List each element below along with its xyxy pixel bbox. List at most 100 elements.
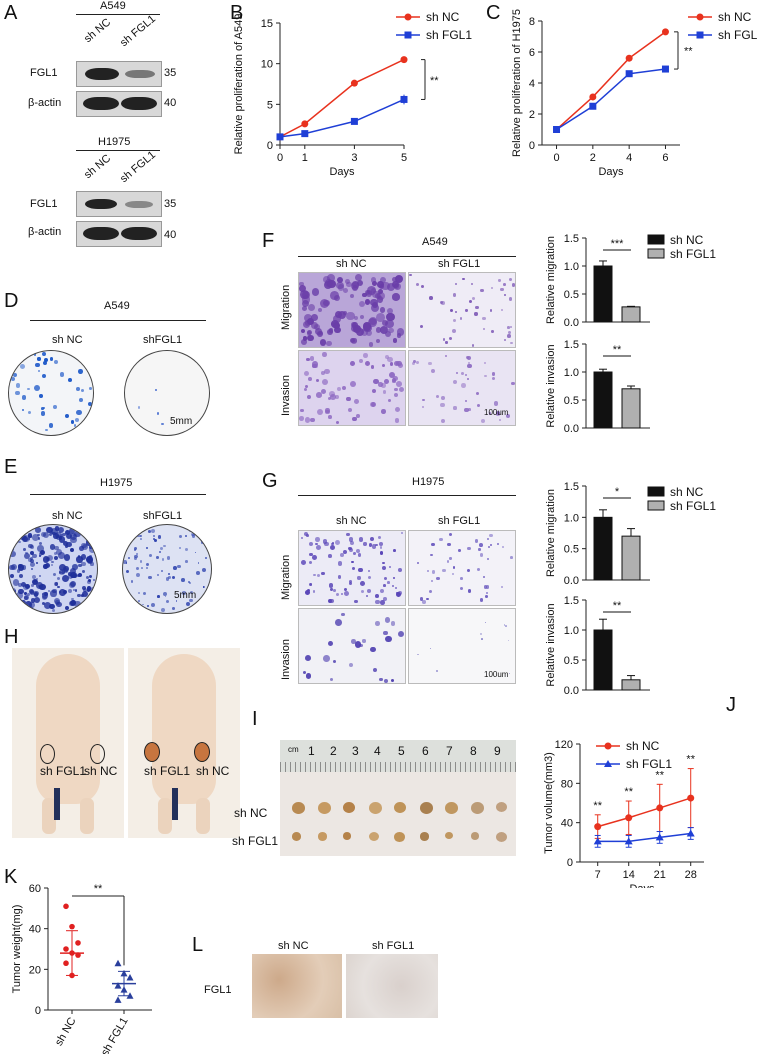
cell-spot: [511, 381, 515, 386]
cell-spot: [496, 542, 499, 545]
cell-spot: [498, 279, 501, 282]
cell-spot: [323, 655, 330, 662]
cell-spot: [343, 311, 348, 316]
cell-spot: [23, 535, 31, 542]
cell-spot: [395, 418, 400, 423]
cell-spot: [370, 298, 378, 307]
cell-spot: [51, 560, 54, 564]
cell-spot: [185, 535, 187, 537]
cell-spot: [39, 554, 42, 557]
cell-spot: [427, 569, 430, 572]
cell-spot: [171, 576, 175, 580]
cell-spot: [334, 310, 342, 319]
cell-spot: [398, 630, 405, 637]
cell-spot: [194, 551, 197, 554]
cell-spot: [17, 564, 23, 569]
series-line: [279, 58, 405, 138]
cell-spot: [25, 551, 28, 555]
cell-spot: [368, 342, 373, 347]
cell-spot: [150, 603, 155, 608]
cell-spot: [140, 537, 142, 540]
cell-spot: [442, 568, 446, 573]
cell-spot: [453, 406, 457, 410]
cell-spot: [467, 377, 470, 380]
cell-spot: [337, 575, 342, 579]
cell-spot: [27, 557, 32, 562]
cell-spot: [460, 577, 463, 580]
x-tick-label: 4: [626, 152, 632, 164]
transwell-image: [298, 272, 406, 348]
colony-label: shFGL1: [143, 510, 183, 522]
cell-spot: [337, 276, 343, 283]
cell-spot: [47, 589, 51, 593]
cell-spot: [86, 586, 92, 592]
cell-spot: [453, 318, 457, 322]
cell-spot: [379, 677, 383, 681]
data-point: [589, 93, 597, 101]
cell-spot: [467, 547, 471, 551]
cell-spot: [455, 371, 459, 374]
cell-spot: [38, 574, 41, 577]
y-tick-label: 10: [261, 59, 273, 71]
cell-spot: [431, 543, 435, 547]
ihc-image: [252, 954, 342, 1018]
cell-spot: [322, 379, 328, 386]
cell-spot: [80, 389, 84, 393]
kda-label: 40: [164, 229, 177, 241]
cell-spot: [49, 532, 53, 537]
cell-spot: [474, 312, 478, 316]
cell-spot: [85, 575, 90, 580]
cell-spot: [439, 402, 445, 408]
y-tick-label: 0.0: [564, 685, 579, 697]
bar: [593, 371, 613, 429]
cell-spot: [398, 386, 404, 392]
panel-label-b: B: [230, 2, 244, 24]
cell-spot: [464, 399, 467, 403]
cell-spot: [486, 585, 490, 589]
cell-spot: [489, 543, 493, 547]
cell-spot: [311, 555, 317, 560]
cell-spot: [40, 532, 46, 538]
cell-spot: [335, 539, 341, 545]
y-tick-label: 1.5: [564, 339, 579, 351]
cell-spot: [483, 361, 486, 365]
cell-spot: [421, 405, 424, 409]
cell-spot: [452, 379, 458, 385]
cell-spot: [475, 305, 479, 309]
cell-spot: [387, 282, 396, 291]
cell-spot: [381, 363, 385, 367]
cell-spot: [187, 580, 191, 584]
ruler-number: 1: [308, 744, 315, 758]
cell-spot: [134, 547, 138, 551]
cell-spot: [299, 285, 307, 293]
y-tick-label: 2: [529, 109, 535, 121]
cell-spot: [384, 355, 389, 360]
bar-chart-f-migration: 0.0 0.5 1.0 1.5 Relative migration *** sh NCsh…: [545, 233, 716, 329]
cell-spot: [384, 678, 389, 683]
cell-spot: [430, 368, 435, 373]
legend-marker: [604, 742, 612, 750]
cell-spot: [134, 556, 138, 560]
cell-spot: [48, 422, 54, 428]
cell-spot: [88, 546, 96, 554]
cell-spot: [301, 536, 304, 539]
cell-spot: [508, 672, 511, 675]
cell-spot: [123, 560, 128, 565]
y-axis-label: Relative migration: [545, 236, 557, 324]
bar: [593, 516, 613, 581]
cell-spot: [478, 548, 481, 551]
cell-spot: [330, 319, 339, 328]
cell-spot: [344, 587, 348, 592]
cell-spot: [430, 553, 433, 557]
cell-spot: [452, 566, 456, 569]
cell-spot: [306, 317, 314, 326]
cell-spot: [369, 646, 376, 653]
cell-spot: [371, 304, 380, 313]
cell-spot: [160, 569, 163, 572]
cell-spot: [389, 371, 396, 378]
cell-spot: [315, 542, 318, 546]
tumor: [292, 832, 302, 841]
cell-spot: [392, 585, 395, 588]
cell-spot: [148, 530, 151, 534]
cell-spot: [467, 362, 470, 365]
